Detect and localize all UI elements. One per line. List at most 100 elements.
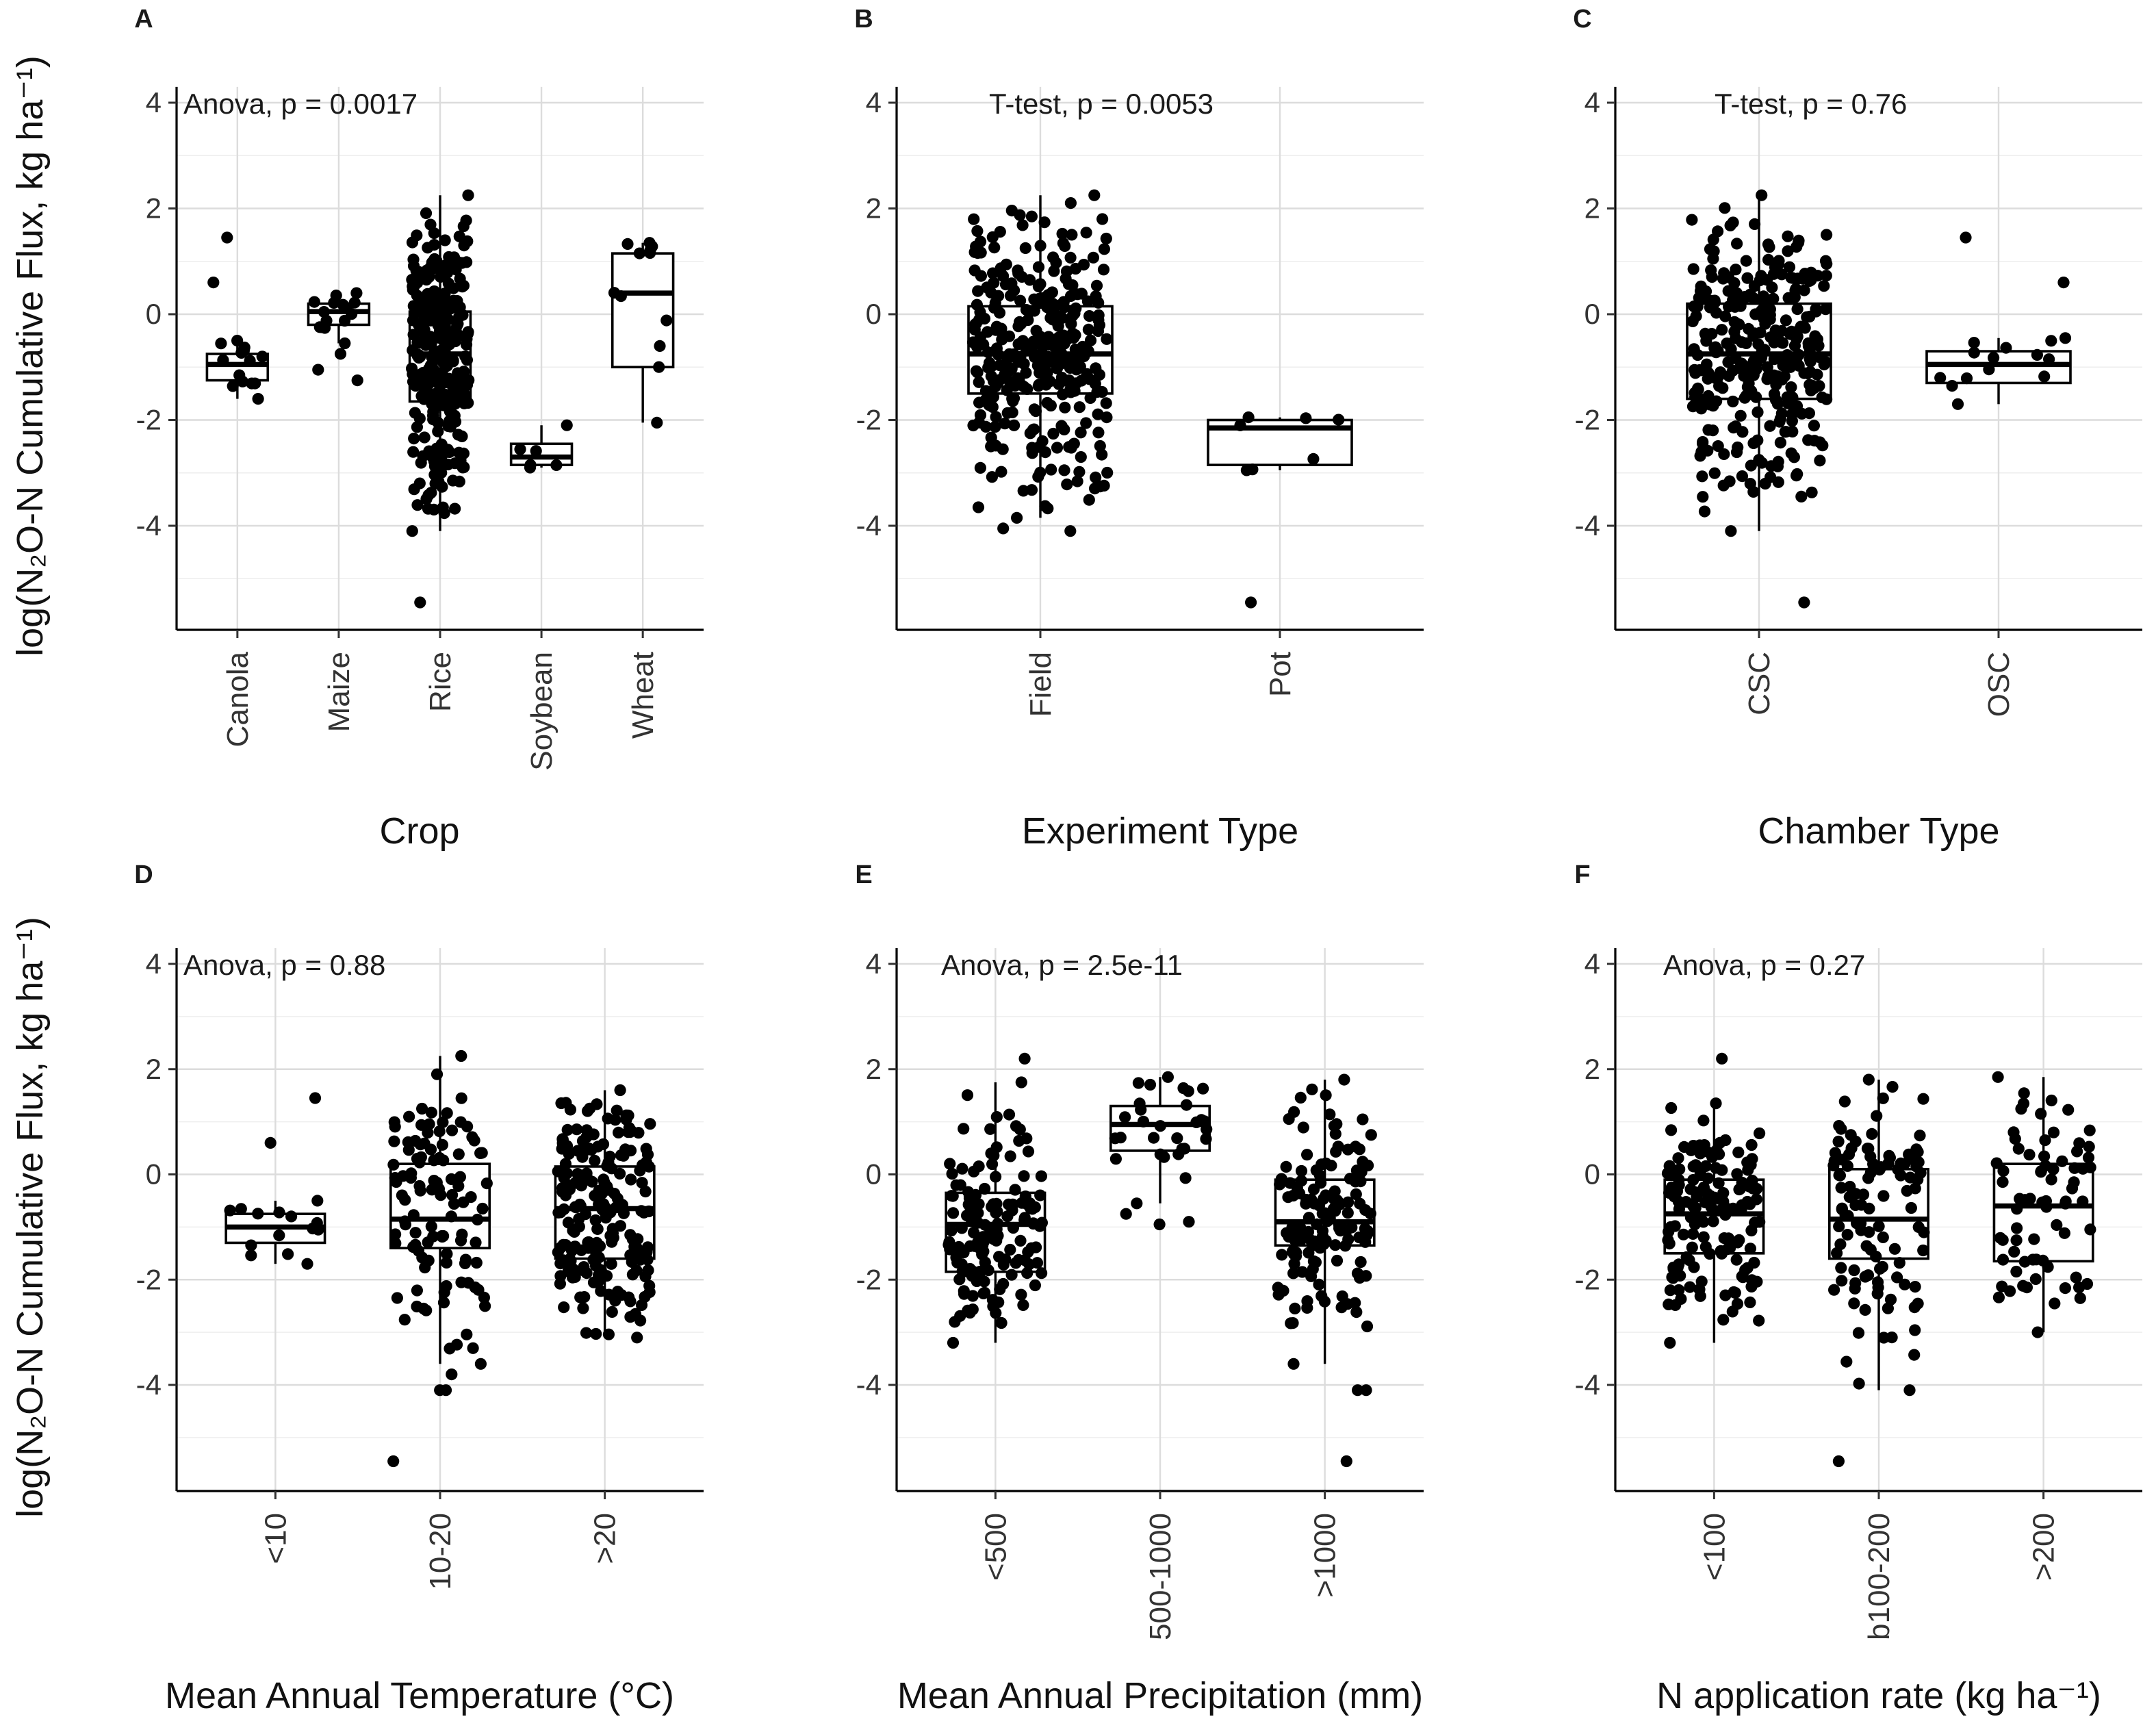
data-point [1689,1201,1702,1214]
data-point [995,466,1008,478]
data-point [1716,1164,1728,1176]
data-point [956,1162,968,1175]
x-tick-label: >200 [2027,1513,2061,1581]
data-point [988,242,1001,254]
data-point [1061,479,1073,491]
data-point [1750,1193,1762,1206]
data-point [1334,1221,1346,1233]
data-point [388,1116,400,1128]
panel-letter-d: D [134,861,153,889]
group-a-2: Rice [406,189,475,712]
data-point [1988,352,2000,364]
data-point [1758,290,1770,303]
data-point [1712,1177,1725,1189]
data-point [411,499,424,511]
data-point [1286,1245,1298,1258]
data-point [1018,1170,1030,1182]
data-point [1075,451,1087,463]
data-point [1665,1221,1677,1234]
data-point [1083,310,1096,322]
data-point [951,1256,964,1269]
data-point [1867,1158,1879,1170]
y-axis-label-top: log(N₂O-N Cumulative Flux, kg ha⁻¹) [10,55,51,657]
data-point [1190,1116,1203,1128]
data-point [965,1213,977,1225]
data-point [982,346,994,359]
data-point [1731,1168,1743,1180]
data-point [402,1144,415,1156]
data-point [1360,1384,1372,1397]
data-point [1008,419,1021,431]
data-point [986,1158,999,1171]
data-point [1177,1082,1190,1095]
data-point [1813,380,1825,392]
data-point [420,273,433,286]
y-tick-label: -2 [136,1263,162,1295]
data-point [1050,257,1062,269]
data-point [590,1327,602,1340]
data-point [422,368,435,380]
data-point [1100,232,1112,245]
data-point [1882,1302,1894,1314]
data-point [1832,1135,1845,1148]
group-a-0: Canola [205,231,270,747]
data-point [391,1292,404,1304]
data-point [997,1258,1010,1271]
data-point [555,1097,567,1110]
data-point [334,348,347,360]
data-point [1795,490,1808,503]
data-point [644,1118,656,1130]
panel-letter-e: E [855,861,872,889]
y-tick-label: 0 [146,298,162,330]
data-point [1083,494,1095,506]
data-point [1917,1093,1929,1105]
data-point [1301,1149,1313,1161]
data-point [1877,1092,1889,1104]
data-point [1840,1355,1853,1368]
data-point [1114,1132,1127,1144]
data-point [599,1180,611,1192]
data-point [420,207,433,219]
data-point [1717,479,1730,492]
x-tick-label: 10-20 [424,1513,457,1590]
data-point [1316,1230,1329,1243]
data-point [320,314,333,327]
data-point [556,1136,569,1149]
data-point [1098,479,1110,492]
data-point [418,1302,430,1315]
data-point [1084,334,1097,346]
data-point [1047,427,1060,440]
data-point [559,1189,572,1201]
data-point [1997,1234,2009,1246]
data-point [1010,1257,1022,1269]
data-point [589,1154,601,1167]
data-point [1018,1214,1031,1226]
data-point [1034,1189,1047,1201]
data-point [1096,213,1109,225]
data-point [1056,388,1069,400]
data-point [1016,219,1029,231]
data-point [244,355,256,367]
data-point [1740,337,1752,349]
data-point [437,335,450,348]
data-point [440,1256,453,1269]
data-point [613,1126,625,1138]
data-point [606,1306,618,1318]
data-point [1917,1244,1929,1257]
data-point [1828,1284,1840,1296]
x-axis-label: Experiment Type [1022,811,1298,852]
data-point [1015,379,1028,392]
x-axis-label: N application rate (kg ha⁻¹) [1656,1675,2101,1716]
data-point [1098,243,1110,255]
data-point [1287,1317,1299,1329]
data-point [1819,356,1832,368]
data-point [454,1116,467,1128]
data-point [341,302,353,314]
group-d-0: <10 [224,1092,326,1564]
data-point [1042,502,1054,515]
data-point [207,277,220,289]
data-point [1033,441,1045,453]
data-point [1721,338,1733,350]
data-point [2082,1151,2095,1164]
x-tick-label: <10 [259,1513,292,1564]
